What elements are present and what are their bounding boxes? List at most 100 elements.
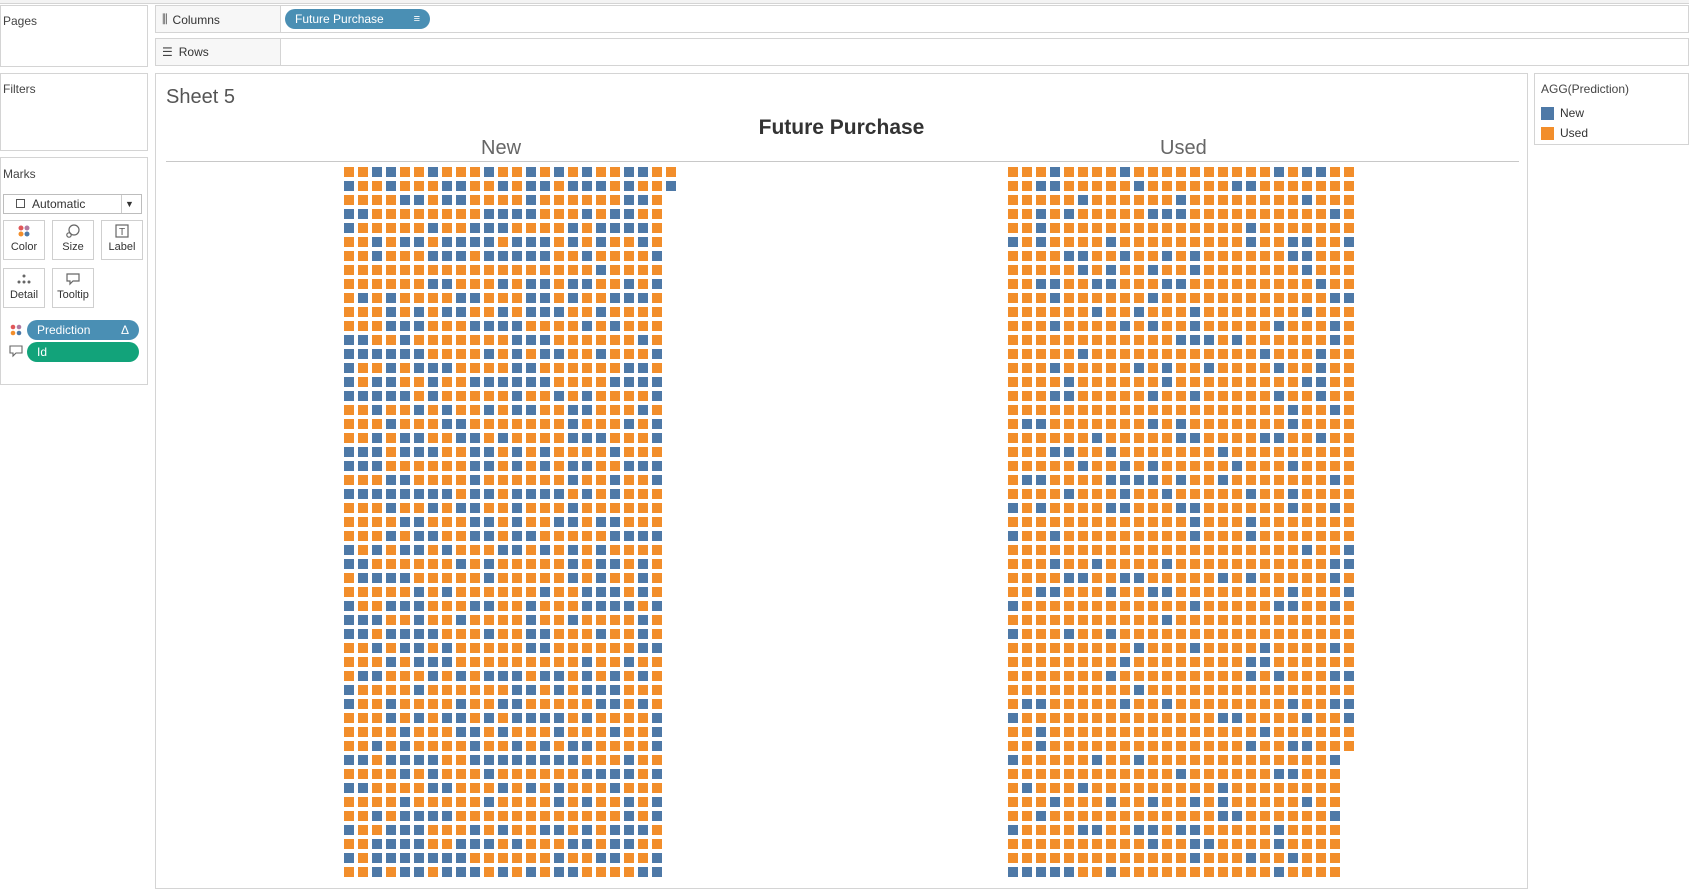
waffle-mark-used[interactable]: [1274, 755, 1284, 765]
waffle-mark-used[interactable]: [1008, 223, 1018, 233]
waffle-mark-used[interactable]: [1008, 671, 1018, 681]
waffle-mark-new[interactable]: [512, 293, 522, 303]
waffle-mark-used[interactable]: [1288, 783, 1298, 793]
waffle-mark-used[interactable]: [1260, 363, 1270, 373]
waffle-mark-used[interactable]: [1190, 335, 1200, 345]
waffle-mark-used[interactable]: [1162, 335, 1172, 345]
waffle-mark-used[interactable]: [1316, 237, 1326, 247]
waffle-mark-new[interactable]: [498, 867, 508, 877]
waffle-mark-new[interactable]: [358, 517, 368, 527]
waffle-mark-used[interactable]: [1022, 545, 1032, 555]
waffle-mark-used[interactable]: [1232, 461, 1242, 471]
waffle-mark-new[interactable]: [372, 293, 382, 303]
waffle-mark-new[interactable]: [456, 601, 466, 611]
waffle-mark-new[interactable]: [568, 363, 578, 373]
waffle-mark-new[interactable]: [400, 293, 410, 303]
waffle-mark-new[interactable]: [372, 237, 382, 247]
waffle-mark-used[interactable]: [1106, 167, 1116, 177]
waffle-mark-used[interactable]: [1036, 867, 1046, 877]
waffle-mark-new[interactable]: [372, 657, 382, 667]
waffle-mark-used[interactable]: [1204, 797, 1214, 807]
waffle-mark-new[interactable]: [456, 811, 466, 821]
waffle-mark-used[interactable]: [1274, 671, 1284, 681]
waffle-mark-new[interactable]: [554, 461, 564, 471]
waffle-mark-new[interactable]: [540, 195, 550, 205]
waffle-mark-new[interactable]: [414, 755, 424, 765]
waffle-mark-new[interactable]: [582, 671, 592, 681]
waffle-mark-new[interactable]: [638, 349, 648, 359]
waffle-mark-new[interactable]: [400, 699, 410, 709]
waffle-mark-new[interactable]: [386, 223, 396, 233]
waffle-mark-used[interactable]: [1204, 461, 1214, 471]
waffle-mark-new[interactable]: [484, 685, 494, 695]
waffle-mark-used[interactable]: [1288, 433, 1298, 443]
waffle-mark-used[interactable]: [1260, 783, 1270, 793]
waffle-mark-new[interactable]: [498, 657, 508, 667]
waffle-mark-used[interactable]: [1134, 769, 1144, 779]
waffle-mark-used[interactable]: [1036, 853, 1046, 863]
waffle-mark-used[interactable]: [1078, 489, 1088, 499]
mark-type-dropdown[interactable]: Automatic ▼: [3, 194, 142, 214]
waffle-mark-new[interactable]: [470, 727, 480, 737]
waffle-mark-new[interactable]: [638, 545, 648, 555]
waffle-mark-used[interactable]: [1050, 741, 1060, 751]
waffle-mark-used[interactable]: [1162, 167, 1172, 177]
waffle-mark-new[interactable]: [372, 503, 382, 513]
waffle-mark-used[interactable]: [1008, 573, 1018, 583]
waffle-mark-new[interactable]: [568, 713, 578, 723]
waffle-mark-new[interactable]: [512, 433, 522, 443]
waffle-mark-new[interactable]: [554, 503, 564, 513]
waffle-mark-used[interactable]: [1008, 321, 1018, 331]
waffle-mark-used[interactable]: [1064, 237, 1074, 247]
waffle-mark-used[interactable]: [1078, 643, 1088, 653]
waffle-mark-used[interactable]: [1092, 419, 1102, 429]
waffle-mark-used[interactable]: [1078, 629, 1088, 639]
waffle-mark-new[interactable]: [582, 727, 592, 737]
waffle-mark-used[interactable]: [1162, 489, 1172, 499]
waffle-mark-used[interactable]: [1260, 545, 1270, 555]
waffle-mark-new[interactable]: [638, 713, 648, 723]
waffle-mark-used[interactable]: [1148, 461, 1158, 471]
waffle-mark-new[interactable]: [540, 769, 550, 779]
waffle-mark-new[interactable]: [624, 629, 634, 639]
waffle-mark-used[interactable]: [1232, 601, 1242, 611]
waffle-mark-used[interactable]: [1106, 475, 1116, 485]
waffle-mark-used[interactable]: [1022, 671, 1032, 681]
waffle-mark-new[interactable]: [610, 321, 620, 331]
waffle-mark-new[interactable]: [344, 475, 354, 485]
waffle-mark-used[interactable]: [1176, 377, 1186, 387]
waffle-mark-used[interactable]: [1134, 237, 1144, 247]
waffle-mark-used[interactable]: [1008, 391, 1018, 401]
waffle-mark-new[interactable]: [414, 811, 424, 821]
waffle-mark-new[interactable]: [456, 265, 466, 275]
waffle-mark-used[interactable]: [1330, 699, 1340, 709]
waffle-mark-used[interactable]: [1134, 559, 1144, 569]
waffle-mark-new[interactable]: [358, 223, 368, 233]
waffle-mark-new[interactable]: [568, 727, 578, 737]
waffle-mark-new[interactable]: [610, 335, 620, 345]
waffle-mark-used[interactable]: [1260, 447, 1270, 457]
waffle-mark-used[interactable]: [1106, 853, 1116, 863]
waffle-mark-used[interactable]: [1050, 419, 1060, 429]
waffle-mark-used[interactable]: [1190, 475, 1200, 485]
waffle-mark-used[interactable]: [1162, 405, 1172, 415]
waffle-mark-used[interactable]: [1106, 559, 1116, 569]
waffle-mark-used[interactable]: [1176, 755, 1186, 765]
waffle-mark-used[interactable]: [1232, 433, 1242, 443]
waffle-mark-used[interactable]: [1078, 811, 1088, 821]
waffle-mark-new[interactable]: [400, 811, 410, 821]
waffle-mark-new[interactable]: [540, 643, 550, 653]
waffle-mark-new[interactable]: [414, 181, 424, 191]
waffle-mark-new[interactable]: [540, 755, 550, 765]
waffle-mark-used[interactable]: [1302, 545, 1312, 555]
waffle-mark-new[interactable]: [526, 279, 536, 289]
waffle-mark-used[interactable]: [1064, 783, 1074, 793]
waffle-mark-used[interactable]: [1190, 167, 1200, 177]
waffle-mark-new[interactable]: [428, 433, 438, 443]
waffle-mark-new[interactable]: [596, 559, 606, 569]
waffle-mark-new[interactable]: [526, 433, 536, 443]
waffle-mark-new[interactable]: [596, 825, 606, 835]
waffle-mark-new[interactable]: [596, 461, 606, 471]
waffle-mark-new[interactable]: [358, 643, 368, 653]
waffle-mark-new[interactable]: [414, 839, 424, 849]
